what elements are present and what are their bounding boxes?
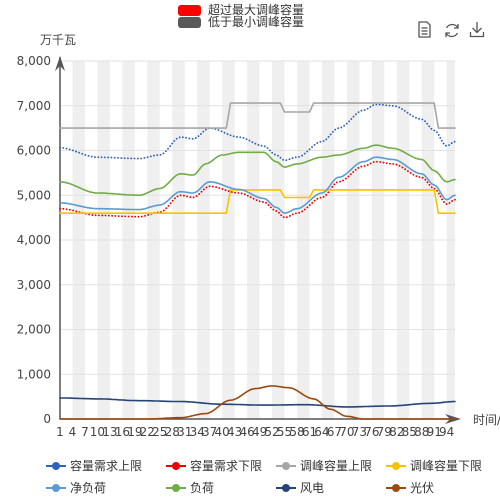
x-tick-label: 70 [339, 425, 354, 439]
y-tick-label: 7,000 [17, 99, 51, 113]
legend-label[interactable]: 净负荷 [70, 481, 106, 495]
legend-marker[interactable] [282, 484, 290, 492]
y-tick-label: 8,000 [17, 54, 51, 68]
legend-marker[interactable] [392, 484, 400, 492]
x-tick-label: 64 [314, 425, 329, 439]
series-line-5 [59, 144, 456, 197]
x-tick-label: 82 [389, 425, 404, 439]
legend-label[interactable]: 光伏 [410, 481, 434, 495]
legend-label[interactable]: 调峰容量上限 [300, 458, 372, 473]
top-legend-label[interactable]: 超过最大调峰容量 [208, 2, 304, 17]
legend-marker[interactable] [52, 462, 60, 470]
y-tick-label: 6,000 [17, 144, 51, 158]
download-icon[interactable] [469, 22, 485, 38]
x-tick-label: 52 [264, 425, 279, 439]
x-tick-label: 22 [140, 425, 155, 439]
x-tick-label: 19 [127, 425, 142, 439]
y-tick-label: 3,000 [17, 278, 51, 292]
x-tick-label: 85 [402, 425, 417, 439]
top-legend-swatch[interactable] [178, 17, 201, 28]
x-tick-label: 55 [277, 425, 292, 439]
y-tick-label: 5,000 [17, 188, 51, 202]
x-tick-label: 10 [90, 425, 105, 439]
x-tick-label: 43 [227, 425, 242, 439]
x-axis-label: 时间/ [473, 413, 500, 427]
x-tick-label: 7 [81, 425, 89, 439]
x-tick-label: 37 [202, 425, 217, 439]
x-tick-label: 40 [215, 425, 230, 439]
x-tick-label: 16 [115, 425, 130, 439]
x-tick-label: 73 [352, 425, 367, 439]
y-tick-label: 1,000 [17, 367, 51, 381]
x-tick-label: 28 [165, 425, 180, 439]
x-tick-label: 67 [327, 425, 342, 439]
top-legend-label[interactable]: 低于最小调峰容量 [208, 14, 304, 29]
x-tick-label: 1 [56, 425, 64, 439]
series-line-7 [59, 385, 456, 420]
legend-marker[interactable] [282, 462, 290, 470]
series-line-2 [59, 102, 456, 129]
x-tick-label: 91 [427, 425, 442, 439]
x-tick-label: 58 [289, 425, 304, 439]
legend-label[interactable]: 调峰容量下限 [410, 458, 482, 473]
x-tick-label: 49 [252, 425, 267, 439]
legend-label[interactable]: 风电 [300, 481, 324, 495]
series-line-0 [59, 103, 456, 162]
y-axis-label: 万千瓦 [40, 33, 76, 47]
x-tick-label: 31 [177, 425, 192, 439]
y-tick-label: 4,000 [17, 233, 51, 247]
series-line-1 [59, 160, 456, 219]
legend-label[interactable]: 容量需求下限 [190, 458, 262, 473]
legend-marker[interactable] [172, 462, 180, 470]
data-view-icon[interactable] [418, 21, 431, 38]
legend-marker[interactable] [172, 484, 180, 492]
legend-marker[interactable] [392, 462, 400, 470]
x-axis-ticks: 1 4 7 1013161922252831343740434649525558616… [56, 425, 454, 439]
x-tick-label: 4 [69, 425, 77, 439]
restore-icon[interactable] [445, 23, 459, 38]
y-tick-label: 0 [43, 412, 51, 426]
series-lines [59, 102, 456, 420]
top-legend-swatch[interactable] [178, 5, 201, 16]
series-line-4 [59, 156, 456, 214]
y-axis-ticks: 0 1,000 2,000 3,000 4,000 5,000 6,000 7,000 8,00… [17, 54, 51, 426]
series-line-3 [59, 189, 456, 214]
x-tick-label: 76 [364, 425, 379, 439]
x-tick-label: 88 [414, 425, 429, 439]
y-tick-label: 2,000 [17, 323, 51, 337]
x-tick-label: 25 [152, 425, 167, 439]
x-tick-label: 79 [377, 425, 392, 439]
legend-marker[interactable] [52, 484, 60, 492]
x-tick-label: 94 [439, 425, 454, 439]
x-tick-label: 13 [102, 425, 117, 439]
legend-label[interactable]: 容量需求上限 [70, 458, 142, 473]
x-tick-label: 46 [239, 425, 254, 439]
legend-label[interactable]: 负荷 [190, 481, 214, 495]
x-tick-label: 34 [190, 425, 205, 439]
x-tick-label: 61 [302, 425, 317, 439]
y-axis-arrow [55, 56, 65, 71]
series-line-6 [59, 397, 456, 408]
